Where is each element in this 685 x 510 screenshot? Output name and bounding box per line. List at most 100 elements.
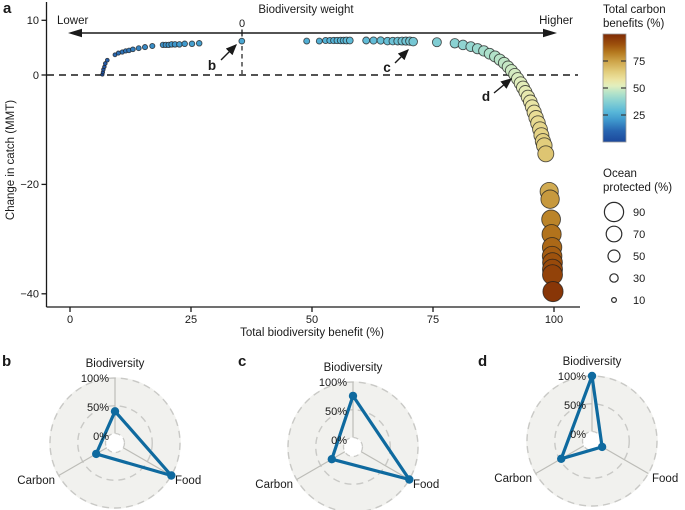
- radar-axis-label-biodiversity: Biodiversity: [324, 362, 383, 374]
- radar-ring-0: [342, 436, 364, 458]
- y-tick-label: 10: [27, 15, 39, 27]
- ocean-size-legend-circle: [607, 249, 621, 263]
- scatter-point: [345, 36, 354, 45]
- radar-vertex-dot: [348, 391, 358, 401]
- y-axis-title: Change in catch (MMT): [5, 100, 17, 220]
- y-tick-label: 0: [33, 70, 39, 82]
- annotation-d: d: [482, 78, 513, 104]
- weight-lower-label: Lower: [57, 15, 88, 27]
- radar-axis-label-carbon: Carbon: [494, 473, 532, 485]
- ocean-size-legend-label: 70: [633, 229, 645, 241]
- ocean-size-legend-label: 30: [633, 273, 645, 285]
- radar-polygon: [330, 394, 411, 482]
- radar-d: Biodiversity Carbon Food 100% 50% 0%: [494, 356, 678, 507]
- radar-axis-label-carbon: Carbon: [255, 479, 293, 491]
- annotation-d-arrow: [493, 78, 513, 94]
- carbon-colorbar-ticks: 75 50 25: [603, 56, 645, 122]
- scatter-point: [238, 37, 246, 45]
- scatter-point: [303, 37, 311, 45]
- carbon-color-legend: Total carbon benefits (%) 75 50 25: [602, 4, 666, 143]
- biodiversity-weight-title: Biodiversity weight: [258, 4, 354, 16]
- radar-ring-label: 0%: [331, 435, 347, 447]
- radar-ring-0: [104, 432, 126, 454]
- colorbar-tick-label: 50: [633, 83, 645, 95]
- scatter-point: [104, 57, 110, 63]
- radar-c: Biodiversity Carbon Food 100% 50% 0%: [255, 362, 439, 510]
- annotation-d-label: d: [482, 89, 490, 104]
- radar-ring-label: 100%: [81, 373, 109, 385]
- radar-axis-label-biodiversity: Biodiversity: [563, 356, 622, 368]
- weight-arrow-right-head: [543, 28, 557, 38]
- ocean-size-legend-items: 90 70 50 30 10: [603, 201, 645, 307]
- scatter-point: [130, 46, 136, 53]
- ocean-size-legend: Ocean protected (%) 90 70 50 30 10: [603, 168, 672, 307]
- x-axis-ticks: 0 25 50 75 100: [67, 307, 563, 326]
- y-tick-label: −20: [20, 179, 39, 191]
- radar-ring-label: 50%: [87, 402, 109, 414]
- x-tick-label: 25: [185, 314, 197, 326]
- annotation-c-arrow: [394, 49, 409, 64]
- scatter-point: [540, 189, 560, 209]
- radar-ring-label: 50%: [325, 406, 347, 418]
- scatter-point: [102, 61, 108, 66]
- scatter-point: [149, 42, 156, 50]
- radar-ring-label: 0%: [93, 431, 109, 443]
- ocean-size-legend-label: 50: [633, 251, 645, 263]
- radar-axis-label-food: Food: [175, 475, 201, 487]
- weight-arrow-left-head: [68, 28, 82, 38]
- x-tick-label: 50: [306, 314, 318, 326]
- scatter-point: [537, 145, 555, 163]
- carbon-legend-title-line2: benefits (%): [603, 18, 665, 30]
- colorbar-tick-label: 75: [633, 56, 645, 68]
- scatter-point: [408, 36, 418, 47]
- ocean-size-legend-label: 10: [633, 295, 645, 307]
- weight-higher-label: Higher: [539, 15, 573, 27]
- radar-ring-50: [554, 403, 630, 479]
- radar-polygon: [94, 409, 173, 478]
- ocean-legend-title-line2: protected (%): [603, 182, 672, 194]
- radar-spoke: [58, 442, 116, 477]
- colorbar-tick-label: 25: [633, 110, 645, 122]
- scatter-points: [100, 36, 564, 303]
- scatter-point: [431, 37, 442, 48]
- panel-label-c: c: [238, 353, 246, 370]
- x-tick-label: 75: [427, 314, 439, 326]
- scatter-point: [315, 37, 323, 45]
- scatter-point: [542, 281, 564, 303]
- radar-vertex-dot: [110, 407, 120, 416]
- scatter-point: [376, 36, 385, 45]
- radar-vertex-dot: [167, 471, 176, 480]
- x-tick-label: 100: [545, 314, 563, 326]
- y-axis-ticks: 10 0 −20 −40: [20, 15, 47, 301]
- carbon-legend-title-line1: Total carbon: [603, 4, 666, 16]
- annotation-b-label: b: [208, 58, 216, 73]
- radar-vertex-dot: [597, 442, 607, 452]
- annotation-c-label: c: [383, 60, 391, 75]
- ocean-size-legend-label: 90: [633, 207, 645, 219]
- x-axis-title: Total biodiversity benefit (%): [240, 327, 384, 339]
- radar-axis-label-biodiversity: Biodiversity: [86, 358, 145, 370]
- scatter-point: [135, 45, 142, 52]
- annotation-c: c: [383, 49, 409, 75]
- ocean-size-legend-circle: [605, 225, 623, 243]
- x-tick-label: 0: [67, 314, 73, 326]
- ocean-size-legend-circle: [603, 201, 625, 223]
- radar-vertex-dot: [557, 454, 566, 463]
- radar-vertex-dot: [587, 371, 597, 381]
- scatter-point: [181, 40, 188, 48]
- radar-ring-label: 0%: [570, 429, 586, 441]
- ocean-size-legend-circle: [610, 297, 617, 304]
- scatter-point: [362, 36, 371, 45]
- radar-spoke: [296, 446, 354, 481]
- biodiversity-weight-arrow: Biodiversity weight Lower Higher 0: [57, 4, 573, 74]
- y-tick-label: −40: [20, 289, 39, 301]
- radar-polygon: [559, 374, 604, 461]
- panel-label-a: a: [3, 0, 12, 17]
- ocean-legend-title-line1: Ocean: [603, 168, 637, 180]
- radar-axis-label-food: Food: [413, 479, 439, 491]
- radar-ring-50: [315, 409, 391, 485]
- radar-ring-label: 100%: [319, 377, 347, 389]
- scatter-point: [195, 40, 203, 47]
